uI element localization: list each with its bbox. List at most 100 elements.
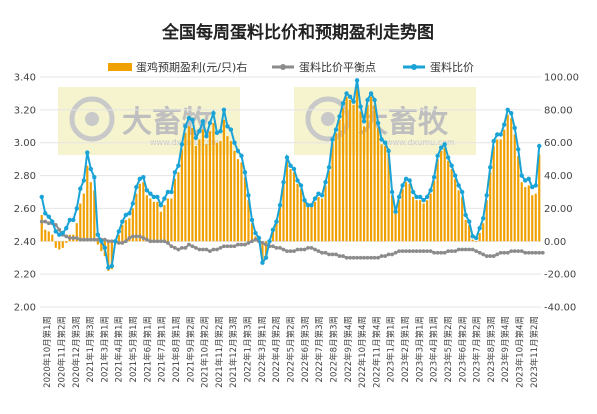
breakeven-point <box>229 244 233 249</box>
profit-bar <box>135 193 138 242</box>
x-axis-tick-label: 2023年6月第2周 <box>457 316 468 382</box>
profit-bar <box>345 96 348 242</box>
breakeven-point <box>523 250 528 255</box>
ratio-point <box>326 165 332 170</box>
right-axis-tick-label: 40.00 <box>544 171 573 182</box>
profit-bar <box>464 219 467 242</box>
profit-bar <box>534 193 537 242</box>
breakeven-point <box>271 244 275 249</box>
breakeven-point <box>288 249 293 254</box>
breakeven-point <box>537 250 542 255</box>
x-axis-tick-label: 2022年8月第3周 <box>328 316 339 382</box>
ratio-point <box>351 99 356 104</box>
breakeven-point <box>109 239 114 244</box>
x-axis-tick-label: 2022年1月第3周 <box>243 316 254 382</box>
x-axis-tick-label: 2023年11月第2周 <box>529 316 540 388</box>
ratio-point <box>123 212 129 218</box>
watermark-logo-icon <box>305 96 351 142</box>
breakeven-point <box>225 244 230 249</box>
profit-bar <box>334 132 338 242</box>
profit-bar <box>341 108 345 242</box>
ratio-point <box>81 178 86 183</box>
ratio-point <box>361 119 367 124</box>
profit-bar <box>138 183 141 242</box>
watermark-logo-icon <box>69 96 115 142</box>
breakeven-point <box>425 249 430 254</box>
breakeven-point <box>351 255 356 260</box>
ratio-point <box>67 217 72 223</box>
profit-bar <box>250 223 254 242</box>
profit-bar <box>299 188 303 242</box>
ratio-point <box>400 183 405 188</box>
ratio-point <box>403 176 409 182</box>
breakeven-point <box>169 244 174 249</box>
ratio-point <box>270 227 276 232</box>
profit-bar <box>440 150 443 242</box>
breakeven-point <box>215 247 219 252</box>
breakeven-point <box>176 247 181 252</box>
chart-title: 全国每周蛋料比价和预期盈利走势图 <box>161 22 434 43</box>
profit-bar <box>320 198 324 242</box>
breakeven-point <box>71 236 76 240</box>
ratio-point <box>473 235 479 241</box>
breakeven-point <box>390 252 395 257</box>
ratio-point <box>456 183 461 188</box>
ratio-point <box>365 97 370 103</box>
ratio-point <box>372 97 377 103</box>
ratio-point <box>85 150 90 155</box>
breakeven-point <box>295 247 300 252</box>
ratio-point <box>502 122 507 127</box>
profit-bar <box>289 169 292 242</box>
right-axis-tick-label: -20.00 <box>544 270 576 281</box>
profit-bar <box>40 215 43 242</box>
profit-bar <box>184 132 187 242</box>
ratio-point <box>158 202 164 208</box>
breakeven-point <box>309 245 314 250</box>
x-axis-tick-label: 2023年7月第2周 <box>472 316 483 382</box>
breakeven-point <box>376 255 380 260</box>
x-axis-tick-label: 2022年7月第3周 <box>314 316 325 382</box>
profit-bar <box>426 200 429 242</box>
breakeven-point <box>533 250 538 255</box>
profit-bar <box>380 144 383 242</box>
profit-bar <box>173 178 176 242</box>
ratio-point <box>109 263 115 269</box>
ratio-point <box>183 124 188 129</box>
profit-bar <box>348 100 352 242</box>
breakeven-point <box>358 255 363 260</box>
profit-bar <box>121 224 124 242</box>
breakeven-point <box>341 254 345 258</box>
profit-bar <box>65 241 68 243</box>
ratio-point <box>379 137 384 142</box>
ratio-point <box>421 198 426 203</box>
profit-bar <box>461 196 464 242</box>
breakeven-point <box>172 245 177 250</box>
breakeven-point <box>281 247 286 252</box>
breakeven-point <box>456 247 461 252</box>
breakeven-point <box>264 242 268 247</box>
ratio-point <box>249 217 255 223</box>
x-axis-tick-label: 2023年8月第3周 <box>486 316 497 382</box>
left-axis-tick-label: 2.40 <box>14 237 36 248</box>
ratio-point <box>393 209 398 214</box>
ratio-point <box>302 198 307 203</box>
ratio-point <box>358 104 363 109</box>
ratio-point <box>186 115 192 121</box>
ratio-point <box>88 166 94 172</box>
profit-bar <box>359 111 362 242</box>
breakeven-point <box>218 245 223 250</box>
profit-bar <box>233 150 236 242</box>
ratio-point <box>396 194 402 200</box>
ratio-point <box>165 189 171 195</box>
ratio-point <box>169 189 174 195</box>
breakeven-point <box>253 237 258 242</box>
profit-bar <box>527 185 530 242</box>
right-axis-tick-label: 20.00 <box>544 204 573 215</box>
profit-bar <box>208 131 212 242</box>
ratio-point <box>74 206 79 211</box>
ratio-point <box>162 196 167 201</box>
ratio-point <box>46 214 51 219</box>
profit-bar <box>531 195 534 242</box>
profit-bar <box>415 200 418 242</box>
profit-bar <box>222 119 226 242</box>
